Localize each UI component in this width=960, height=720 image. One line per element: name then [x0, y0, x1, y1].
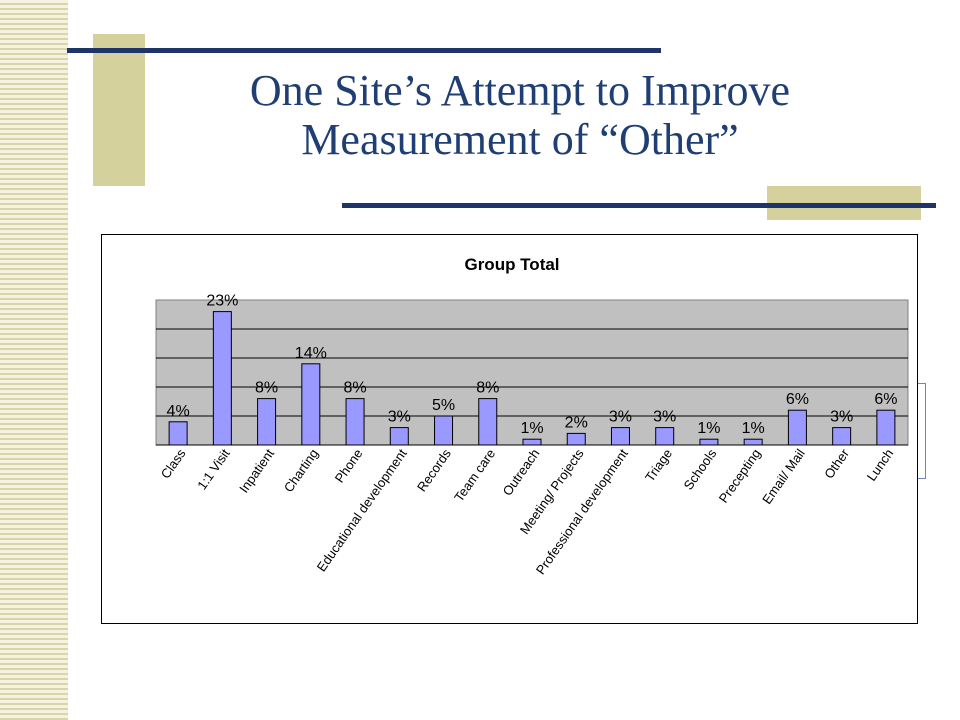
data-label: 1%	[742, 420, 765, 437]
bar-chart: Group Total 4% Class 23% 1:1 Visit 8% Inpatie…	[155, 255, 909, 577]
x-tick-label: Records	[414, 446, 454, 495]
bar-13	[699, 438, 719, 446]
bar-6	[389, 427, 409, 446]
bar-8	[478, 398, 498, 446]
bar-4	[301, 363, 321, 446]
data-label: 6%	[786, 391, 809, 408]
chart-title: Group Total	[464, 255, 559, 274]
data-label: 23%	[206, 293, 238, 310]
x-tick-label: Other	[821, 446, 852, 482]
data-label: 14%	[295, 345, 327, 362]
bar-10	[566, 432, 586, 446]
slide-title-line-1: One Site’s Attempt to Improve	[249, 66, 791, 115]
x-tick-label: Professional development	[533, 446, 631, 577]
decorative-stripe	[0, 0, 68, 720]
plot-area	[155, 299, 909, 446]
bar-7	[434, 415, 454, 446]
x-tick-label: Precepting	[716, 446, 764, 506]
x-tick-label: Phone	[332, 446, 366, 485]
bar-2	[212, 311, 232, 446]
slide-title-line-2: Measurement of “Other”	[301, 115, 739, 164]
decorative-square-top	[93, 34, 145, 186]
bar-1	[168, 421, 188, 446]
x-tick-label: Inpatient	[236, 446, 277, 496]
data-label: 5%	[432, 397, 455, 414]
data-label: 8%	[255, 380, 278, 397]
x-tick-label: Outreach	[499, 446, 542, 498]
bar-11	[610, 427, 630, 446]
x-tick-label: Charting	[281, 446, 321, 495]
x-tick-label: Lunch	[864, 446, 897, 484]
data-label: 1%	[520, 420, 543, 437]
data-label: 3%	[653, 409, 676, 426]
bar-5	[345, 398, 365, 446]
bar-12	[655, 427, 675, 446]
chart-frame: Group Total 4% Class 23% 1:1 Visit 8% Inpatie…	[101, 234, 918, 624]
bar-17	[876, 409, 896, 446]
bar-3	[257, 398, 277, 446]
data-label: 8%	[343, 380, 366, 397]
bar-14	[743, 438, 763, 446]
slide-title: One Site’s Attempt to Improve Measuremen…	[150, 66, 890, 164]
x-tick-label: Team care	[451, 446, 498, 504]
data-label: 3%	[388, 409, 411, 426]
data-label: 3%	[609, 409, 632, 426]
bar-16	[832, 427, 852, 446]
bar-9	[522, 438, 542, 446]
x-tick-label: 1:1 Visit	[194, 446, 233, 493]
data-label: 4%	[167, 403, 190, 420]
x-tick-label: Educational development	[314, 446, 410, 575]
x-tick-label: Class	[158, 446, 189, 482]
data-label: 2%	[565, 414, 588, 431]
data-label: 6%	[874, 391, 897, 408]
decorative-line-top	[67, 48, 661, 53]
decorative-line-bottom	[342, 203, 936, 208]
x-tick-label: Email/ Mail	[759, 446, 808, 507]
data-label: 3%	[830, 409, 853, 426]
x-tick-label: Schools	[681, 446, 720, 493]
x-tick-label: Triage	[642, 446, 675, 484]
data-label: 8%	[476, 380, 499, 397]
bar-15	[787, 409, 807, 446]
data-label: 1%	[697, 420, 720, 437]
